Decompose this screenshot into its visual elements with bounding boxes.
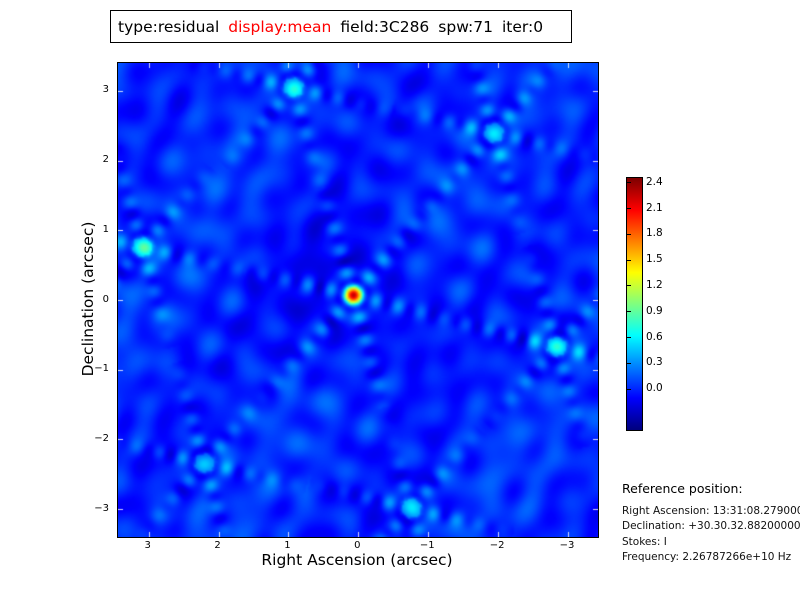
plot-title-box: type:residual display:mean field:3C286 spw:… xyxy=(110,10,572,43)
sky-image-canvas xyxy=(118,63,598,537)
colorbar-tick xyxy=(627,311,631,313)
x-tick-label: −2 xyxy=(489,540,505,551)
x-tick-label: 1 xyxy=(284,540,291,551)
colorbar-tick-label: 2.1 xyxy=(646,201,663,214)
image-plot xyxy=(117,62,599,538)
colorbar-tick xyxy=(627,233,631,235)
title-segment: spw:71 xyxy=(438,17,493,36)
title-segment: display:mean xyxy=(228,17,332,36)
colorbar-gradient-canvas xyxy=(627,178,642,430)
y-tick-label: 3 xyxy=(102,84,109,96)
colorbar xyxy=(626,177,643,431)
x-tick-label: 3 xyxy=(144,540,151,551)
colorbar-tick xyxy=(627,285,631,287)
colorbar-tick-label: 0.9 xyxy=(646,304,663,317)
colorbar-tick xyxy=(627,208,631,209)
reference-dec-line: Declination: +30.30.32.88200000 xyxy=(622,520,800,533)
colorbar-tick xyxy=(627,182,631,184)
x-tick-label: 0 xyxy=(354,540,361,551)
colorbar-tick xyxy=(627,362,631,364)
colorbar-tick xyxy=(627,337,631,338)
x-tick-label: −3 xyxy=(559,540,575,551)
title-segment: type:residual xyxy=(118,17,220,36)
title-segment: field:3C286 xyxy=(340,17,430,36)
colorbar-tick xyxy=(627,259,631,261)
reference-frequency-line: Frequency: 2.26787266e+10 Hz xyxy=(622,551,792,564)
colorbar-tick-label: 2.4 xyxy=(646,175,663,188)
reference-ra-line: Right Ascension: 13:31:08.27900000 xyxy=(622,505,800,517)
colorbar-tick-label: 1.5 xyxy=(646,253,663,266)
y-tick-label: −1 xyxy=(94,363,109,375)
colorbar-tick-label: 0.3 xyxy=(646,356,663,369)
colorbar-tick-label: 0.0 xyxy=(646,382,663,395)
y-tick-label: −2 xyxy=(94,432,109,444)
colorbar-tick xyxy=(627,388,631,390)
y-tick-label: 1 xyxy=(102,223,109,235)
x-tick-label: 2 xyxy=(214,540,221,551)
x-axis-label: Right Ascension (arcsec) xyxy=(261,551,453,569)
y-tick-label: −3 xyxy=(94,502,109,514)
colorbar-tick-label: 1.2 xyxy=(646,278,663,291)
y-tick-label: 2 xyxy=(102,154,109,166)
title-segment: iter:0 xyxy=(502,17,544,36)
colorbar-tick-label: 0.6 xyxy=(646,330,663,343)
reference-position-header: Reference position: xyxy=(622,481,743,496)
y-tick-label: 0 xyxy=(102,293,109,305)
reference-position-block: Reference position: Right Ascension: 13:… xyxy=(622,481,800,566)
x-tick-label: −1 xyxy=(419,540,435,551)
colorbar-tick-label: 1.8 xyxy=(646,227,663,240)
reference-stokes-line: Stokes: I xyxy=(622,535,667,548)
